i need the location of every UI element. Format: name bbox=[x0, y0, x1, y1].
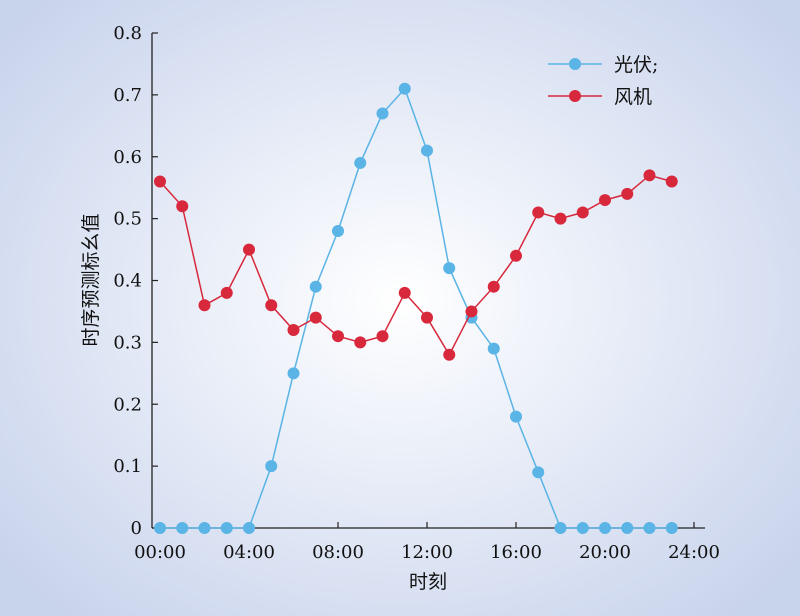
data-point-pv bbox=[599, 522, 611, 534]
data-point-pv bbox=[510, 410, 522, 423]
data-point-wind bbox=[621, 187, 634, 200]
data-point-wind bbox=[643, 169, 656, 182]
data-point-pv bbox=[154, 522, 166, 534]
data-point-pv bbox=[287, 367, 300, 380]
data-point-wind bbox=[265, 299, 278, 312]
data-point-wind bbox=[532, 206, 545, 219]
data-point-wind bbox=[220, 286, 233, 299]
data-point-pv bbox=[220, 522, 233, 534]
data-point-pv bbox=[376, 107, 389, 120]
y-tick-label: 0.2 bbox=[113, 394, 142, 415]
y-tick-label: 0.6 bbox=[113, 147, 142, 168]
data-point-wind bbox=[398, 286, 411, 299]
data-point-wind bbox=[465, 305, 478, 318]
data-point-pv bbox=[576, 522, 589, 534]
data-point-wind bbox=[243, 243, 255, 256]
data-point-wind bbox=[443, 348, 456, 361]
x-axis-title: 时刻 bbox=[409, 571, 447, 593]
data-point-pv bbox=[309, 280, 322, 293]
data-point-pv bbox=[665, 522, 678, 534]
data-point-wind bbox=[176, 200, 189, 213]
x-tick-label: 20:00 bbox=[579, 542, 631, 563]
data-point-pv bbox=[398, 82, 411, 95]
data-point-wind bbox=[354, 336, 367, 349]
data-point-wind bbox=[510, 249, 522, 262]
data-point-pv bbox=[421, 144, 433, 157]
data-point-pv bbox=[332, 225, 344, 237]
y-tick-label: 0.3 bbox=[113, 332, 142, 353]
x-tick-label: 16:00 bbox=[490, 542, 542, 563]
data-point-wind bbox=[309, 311, 322, 324]
data-point-wind bbox=[198, 299, 211, 312]
y-tick-label: 0.8 bbox=[113, 23, 142, 44]
x-tick-label: 12:00 bbox=[401, 542, 453, 563]
data-point-pv bbox=[243, 522, 255, 534]
x-tick-label: 08:00 bbox=[312, 542, 364, 563]
data-point-pv bbox=[554, 522, 567, 534]
tick-marks: 0 0.1 0.2 0.3 0.4 0.5 0.6 0.7 0.8 00:00 04:00 08:00… bbox=[113, 23, 720, 563]
data-point-pv bbox=[265, 460, 278, 473]
data-point-wind bbox=[287, 324, 300, 336]
x-tick-label: 00:00 bbox=[134, 542, 186, 563]
data-point-pv bbox=[621, 522, 634, 534]
series-line-pv bbox=[160, 87, 672, 529]
data-point-pv bbox=[532, 466, 545, 479]
data-point-pv bbox=[176, 522, 189, 534]
data-point-pv bbox=[487, 342, 500, 355]
data-point-pv bbox=[643, 522, 656, 534]
data-point-wind bbox=[599, 194, 611, 207]
y-tick-label: 0 bbox=[131, 518, 142, 539]
data-point-wind bbox=[376, 330, 389, 343]
data-point-wind bbox=[665, 175, 678, 188]
legend-label-pv: 光伏; bbox=[614, 54, 658, 76]
data-point-wind bbox=[487, 280, 500, 293]
data-point-wind bbox=[421, 311, 433, 324]
data-point-wind bbox=[554, 212, 567, 225]
x-tick-label: 24:00 bbox=[668, 542, 720, 563]
legend-label-wind: 风机 bbox=[614, 86, 652, 108]
data-point-wind bbox=[154, 175, 166, 188]
x-tick-label: 04:00 bbox=[223, 542, 275, 563]
data-point-pv bbox=[443, 262, 456, 275]
y-tick-label: 0.5 bbox=[113, 209, 142, 230]
data-point-pv bbox=[354, 156, 367, 169]
y-axis-title: 时序预测标幺值 bbox=[80, 213, 102, 346]
legend-marker-wind bbox=[569, 90, 581, 102]
y-tick-label: 0.4 bbox=[113, 271, 142, 292]
y-tick-label: 0.1 bbox=[113, 456, 142, 477]
legend-marker-pv bbox=[569, 58, 581, 70]
y-tick-label: 0.7 bbox=[113, 85, 142, 106]
data-point-pv bbox=[198, 522, 211, 534]
data-point-wind bbox=[576, 206, 589, 219]
legend: 光伏; 风机 bbox=[548, 54, 658, 108]
series-lines bbox=[154, 82, 678, 534]
data-point-wind bbox=[332, 330, 344, 343]
series-line-wind bbox=[159, 174, 673, 357]
